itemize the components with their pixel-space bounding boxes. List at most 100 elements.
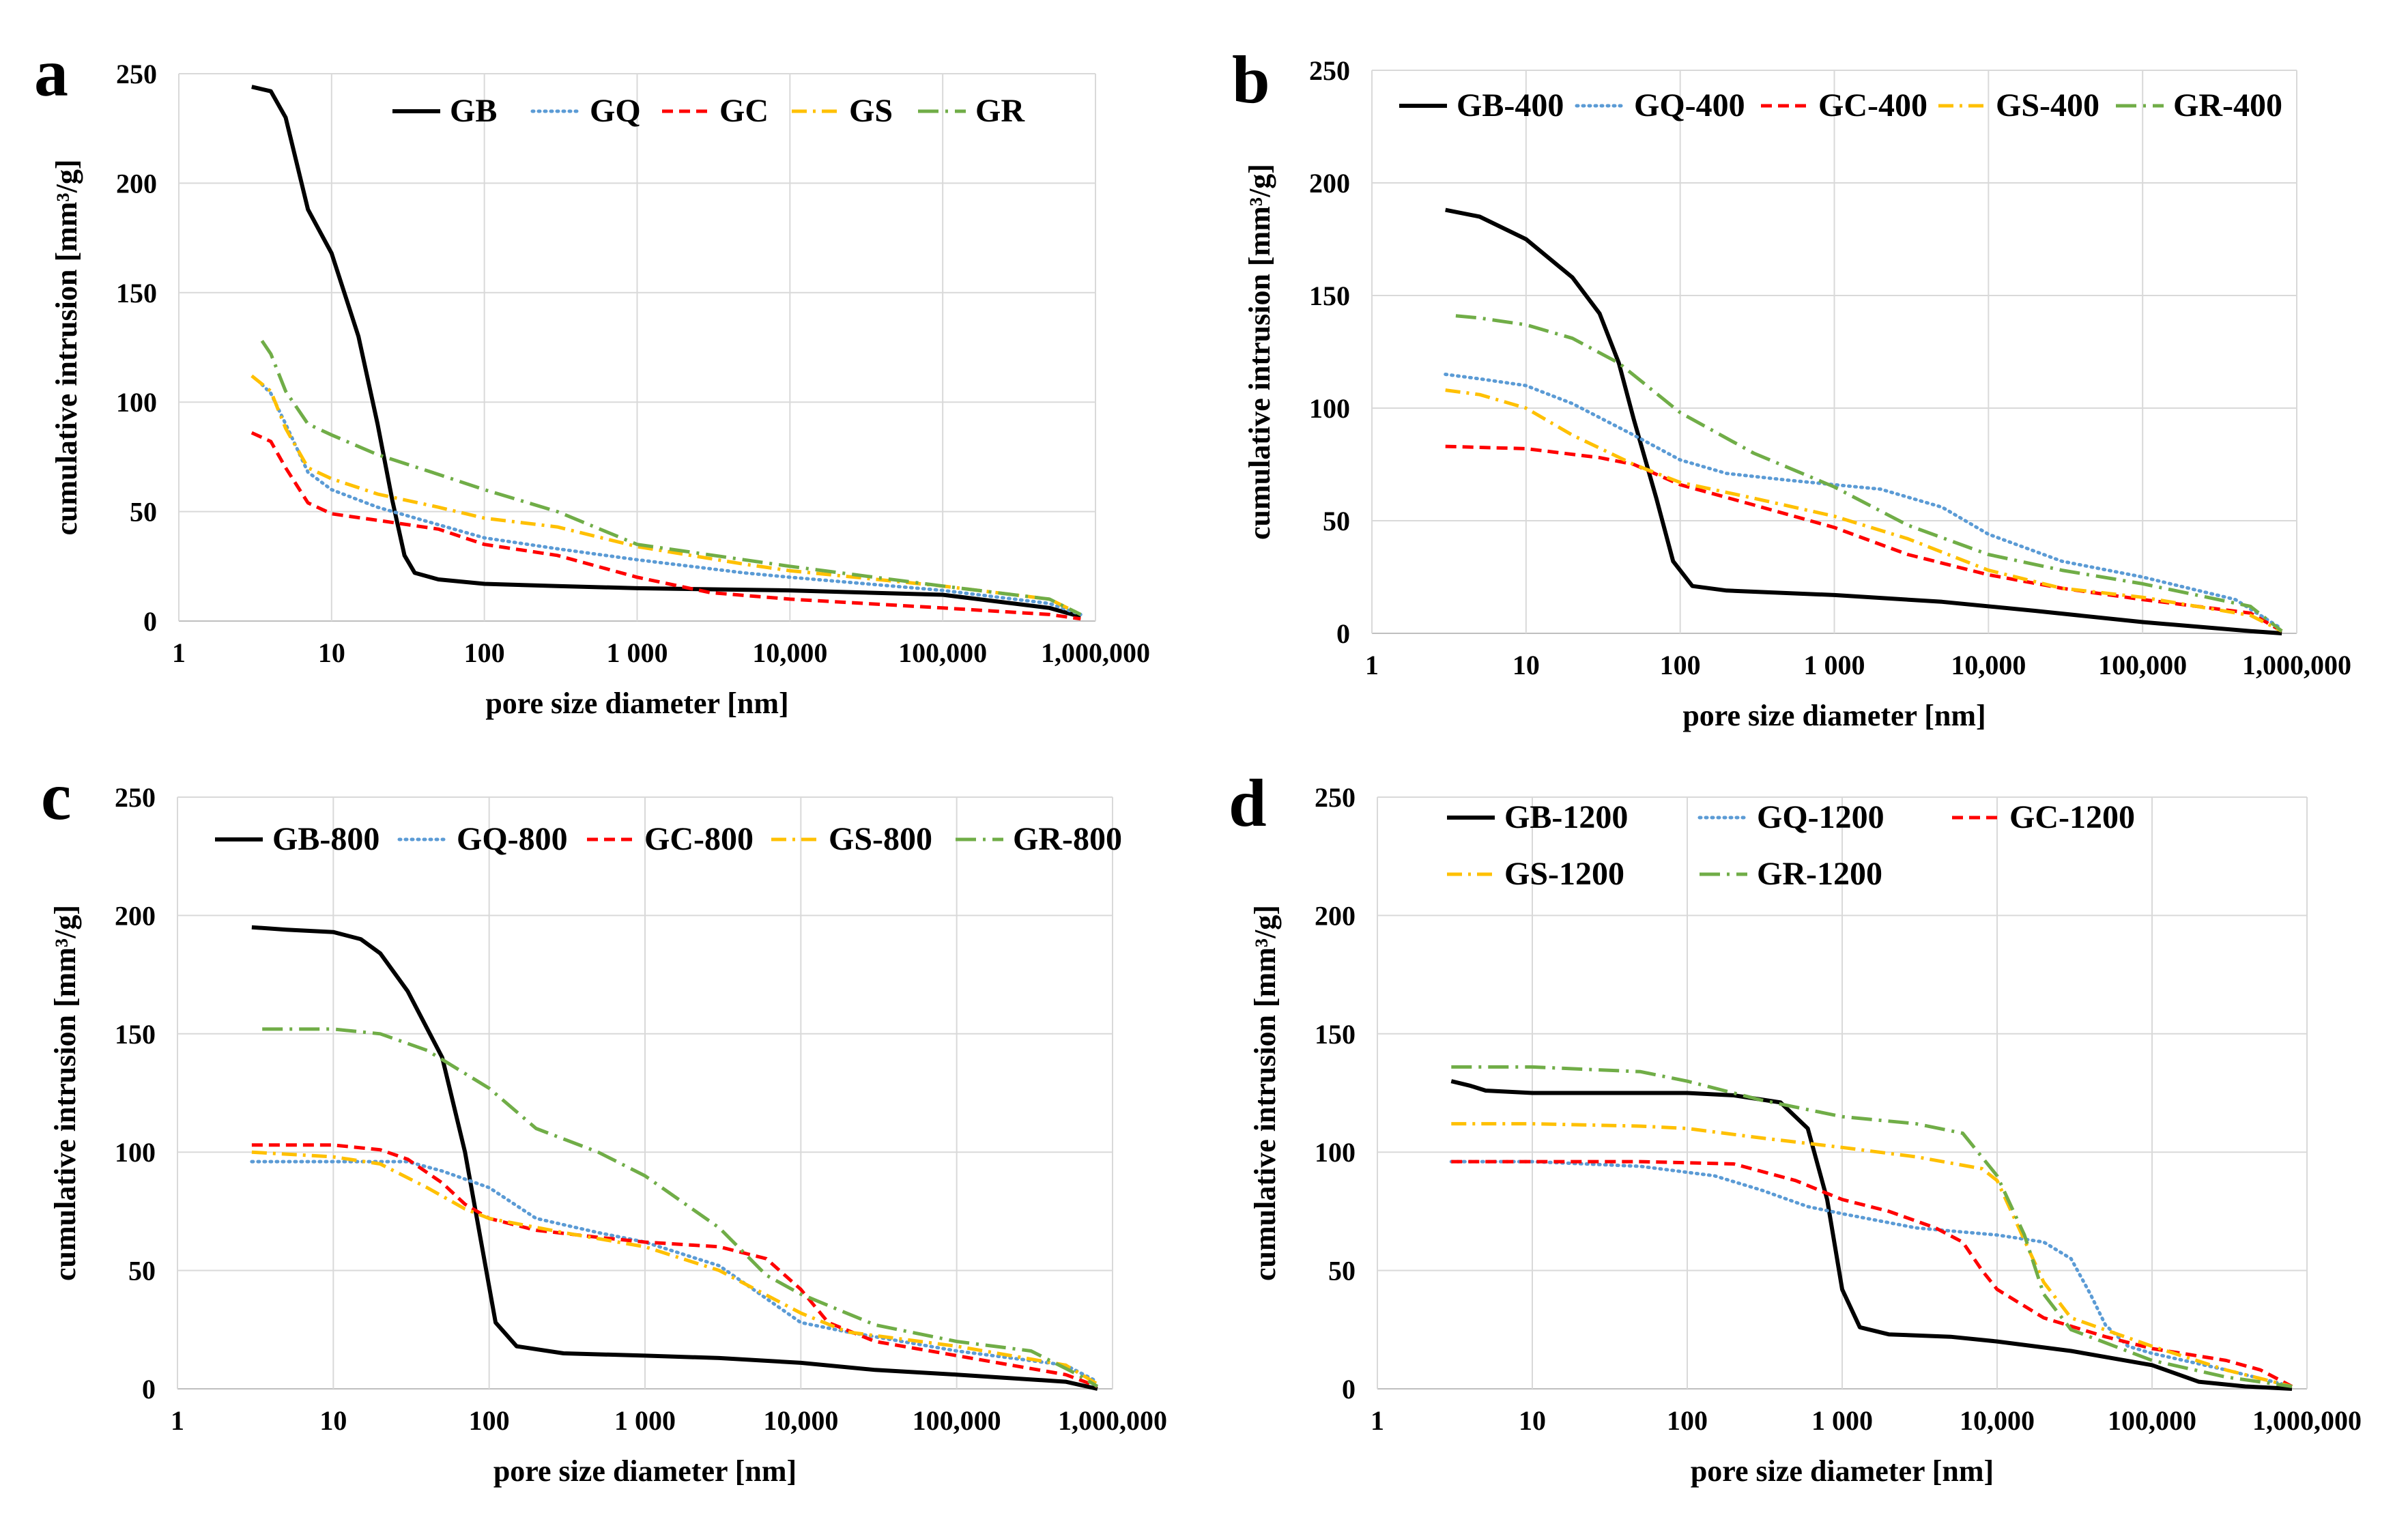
legend-label-gc-800: GC-800	[644, 821, 754, 857]
panel-letter: c	[41, 758, 71, 834]
legend-label-gs-800: GS-800	[829, 821, 932, 857]
legend-label-gs: GS	[849, 93, 893, 129]
series-line-gc-400	[1445, 444, 2283, 633]
series-line-gc	[250, 431, 1081, 621]
x-tick-label: 1 000	[614, 1405, 676, 1436]
y-tick-label: 200	[116, 168, 157, 199]
legend-label-gq-1200: GQ-1200	[1757, 799, 1884, 835]
legend-label-gc-1200: GC-1200	[2009, 799, 2135, 835]
x-tick-label: 1 000	[1811, 1405, 1873, 1436]
series-line-gq-1200	[1449, 1160, 2294, 1388]
y-tick-label: 100	[1315, 1137, 1356, 1168]
x-tick-label: 1	[172, 637, 186, 668]
chart-panel-d: d 0 50 100 150 200 250 1 10 100 1 000 10,000 100,000…	[1229, 765, 2362, 1488]
legend-label-gq: GQ	[590, 93, 641, 129]
y-tick-label: 250	[116, 59, 157, 89]
y-tick-label: 150	[1309, 280, 1350, 311]
series-line-gb-400	[1445, 207, 2282, 635]
y-tick-label: 0	[143, 606, 157, 637]
y-tick-label: 100	[1309, 393, 1350, 424]
series-line-gq-800	[250, 1160, 1100, 1384]
x-tick-label: 1,000,000	[1041, 637, 1150, 668]
x-axis-title: pore size diameter [nm]	[1682, 699, 1986, 732]
legend-label-gc: GC	[719, 93, 769, 129]
x-axis-title: pore size diameter [nm]	[493, 1454, 797, 1488]
series-line-gs-1200	[1451, 1122, 2293, 1388]
legend-label-gr-800: GR-800	[1013, 821, 1122, 857]
y-tick-label: 250	[115, 782, 156, 813]
chart-panel-c: c 0 50 100 150 200 250 1 10 100 1 000 10,000 100,000…	[41, 758, 1167, 1488]
series-line-gs-400	[1445, 388, 2283, 633]
y-tick-label: 0	[1342, 1374, 1356, 1405]
x-tick-label: 100	[1660, 650, 1701, 680]
legend-label-gq-400: GQ-400	[1634, 87, 1745, 124]
series-line-gq	[260, 383, 1083, 616]
x-tick-label: 10,000	[1951, 650, 2026, 680]
x-tick-label: 10,000	[763, 1405, 838, 1436]
legend-label-gb-1200: GB-1200	[1504, 799, 1628, 835]
series-line-gr-400	[1455, 314, 2283, 633]
x-tick-label: 1,000,000	[1058, 1405, 1167, 1436]
series-line-gb	[251, 85, 1082, 619]
series-line-gr-800	[262, 1027, 1099, 1388]
chart-panel-b: b 0 50 100 150 200 250 1 10 100 1 000 10,000 100,000…	[1232, 42, 2351, 732]
legend-label-gc-400: GC-400	[1818, 87, 1927, 124]
panel-letter: d	[1229, 765, 1267, 841]
y-tick-label: 0	[142, 1374, 156, 1405]
series-line-gq-400	[1444, 373, 2284, 631]
x-tick-label: 10,000	[752, 637, 827, 668]
y-tick-label: 150	[115, 1019, 156, 1050]
y-tick-label: 50	[128, 1256, 156, 1286]
y-tick-label: 250	[1309, 55, 1350, 86]
y-tick-label: 50	[130, 497, 157, 528]
x-tick-label: 100	[1667, 1405, 1708, 1436]
x-tick-label: 1 000	[607, 637, 668, 668]
y-tick-label: 0	[1336, 618, 1350, 649]
x-tick-label: 1,000,000	[2252, 1405, 2362, 1436]
x-tick-label: 1	[171, 1405, 184, 1436]
y-tick-label: 100	[115, 1137, 156, 1168]
y-axis-title: cumulative intrusion [mm³/g]	[50, 160, 83, 536]
x-tick-label: 100,000	[2098, 650, 2187, 680]
x-tick-label: 10	[319, 1405, 347, 1436]
legend-label-gs-400: GS-400	[1996, 87, 2099, 124]
legend-label-gb: GB	[450, 93, 497, 129]
x-tick-label: 100	[469, 1405, 510, 1436]
y-tick-label: 200	[1309, 168, 1350, 199]
x-axis-title: pore size diameter [nm]	[1691, 1454, 1994, 1488]
series-line-gc-800	[251, 1143, 1098, 1388]
legend-label-gs-1200: GS-1200	[1504, 856, 1624, 892]
y-axis-title: cumulative intrusion [mm³/g]	[48, 905, 82, 1281]
y-tick-label: 200	[1315, 900, 1356, 931]
series-line-gb-1200	[1450, 1079, 2293, 1391]
x-tick-label: 100,000	[2108, 1405, 2196, 1436]
y-tick-label: 250	[1315, 782, 1356, 813]
x-tick-label: 100,000	[898, 637, 987, 668]
chart-panel-a: a 0 50 100 150 200 250 1 10 100 1 000 10,000 100,000…	[34, 35, 1150, 720]
x-axis-title: pore size diameter [nm]	[485, 687, 788, 720]
series-line-gs	[250, 374, 1082, 616]
y-tick-label: 100	[116, 387, 157, 418]
x-tick-label: 1 000	[1804, 650, 1865, 680]
legend-label-gb-800: GB-800	[272, 821, 379, 857]
panel-letter: b	[1232, 42, 1270, 117]
y-tick-label: 200	[115, 900, 156, 931]
x-tick-label: 100	[464, 637, 505, 668]
x-tick-label: 10	[1513, 650, 1540, 680]
legend-label-gq-800: GQ-800	[457, 821, 568, 857]
x-tick-label: 1	[1365, 650, 1379, 680]
legend-label-gr-1200: GR-1200	[1757, 856, 1882, 892]
y-axis-title: cumulative intrusion [mm³/g]	[1248, 905, 1282, 1281]
x-tick-label: 100,000	[913, 1405, 1001, 1436]
x-tick-label: 1	[1371, 1405, 1384, 1436]
y-axis-title: cumulative intrusion [mm³/g]	[1243, 164, 1276, 540]
series-line-gc-1200	[1451, 1160, 2293, 1388]
panel-letter: a	[34, 35, 68, 111]
x-tick-label: 1,000,000	[2242, 650, 2351, 680]
y-tick-label: 50	[1328, 1256, 1356, 1286]
legend-label-gr: GR	[975, 93, 1025, 129]
series-line-gr-1200	[1451, 1065, 2293, 1388]
x-tick-label: 10,000	[1960, 1405, 2035, 1436]
x-tick-label: 10	[318, 637, 345, 668]
